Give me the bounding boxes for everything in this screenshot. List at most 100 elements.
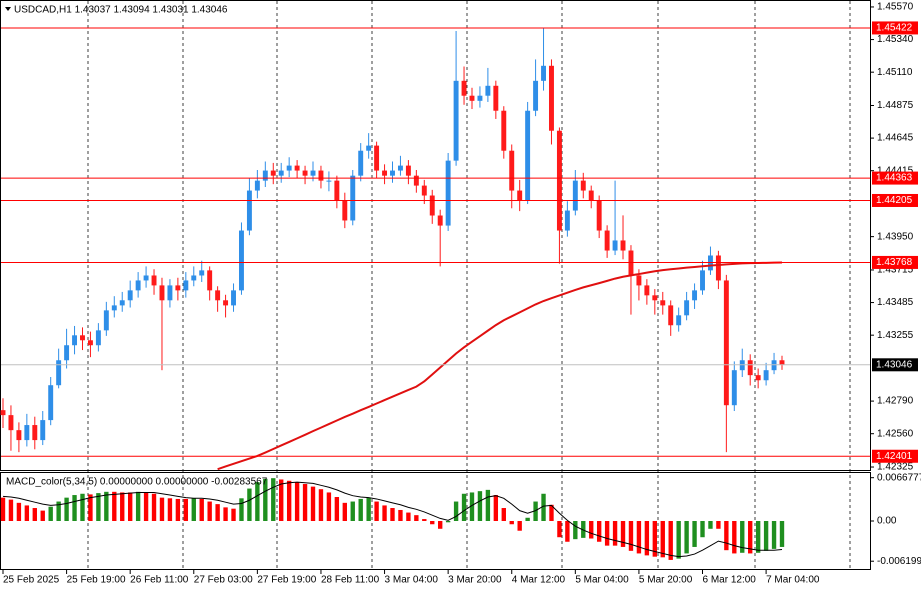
macd-bar	[151, 493, 157, 521]
macd-bar	[684, 521, 689, 554]
candle-body	[262, 170, 268, 181]
macd-bar	[533, 501, 538, 521]
candle-body	[215, 290, 221, 301]
menu-arrow[interactable]	[5, 7, 11, 11]
macd-bar	[406, 512, 411, 521]
candle-body	[541, 65, 546, 81]
candle-body	[700, 270, 705, 291]
macd-bar	[509, 521, 514, 525]
y-tick-label: 1.43485	[877, 297, 914, 308]
candle-body	[731, 370, 737, 406]
macd-bar	[358, 498, 363, 521]
macd-bar	[557, 521, 562, 538]
x-tick-label: 27 Feb 19:00	[257, 575, 316, 586]
macd-bar	[223, 507, 228, 521]
candle-body	[127, 290, 133, 301]
candle-body	[270, 170, 276, 176]
candle-body	[644, 285, 650, 296]
candle-body	[239, 230, 244, 291]
y-tick-label: 1.42560	[877, 428, 914, 439]
levels: 1.45422 1.44363 1.44205 1.43768 1.42401 1.430…	[1, 21, 918, 463]
candle-body	[604, 230, 610, 251]
macd-bar	[501, 508, 506, 521]
candle-body	[763, 370, 769, 381]
x-axis: 25 Feb 2025 25 Feb 19:00 26 Feb 11:00 27 Fe…	[2, 570, 820, 586]
macd-bar	[525, 517, 530, 521]
y-tick-label: 1.43255	[877, 330, 914, 341]
macd-bar	[104, 491, 109, 521]
candle-body	[16, 430, 22, 441]
macd-bar	[517, 521, 522, 531]
y-tick-label: 0.00	[877, 516, 897, 527]
macd-bar	[199, 498, 204, 521]
candle-body	[64, 345, 70, 361]
candle-body	[501, 110, 507, 151]
macd-bar	[581, 521, 586, 538]
macd-bar	[16, 502, 22, 521]
macd-bar	[326, 492, 332, 521]
macd-bar	[644, 521, 650, 556]
candle-body	[509, 150, 515, 191]
macd-bar	[302, 484, 308, 521]
macd-bar	[414, 515, 419, 521]
y-tick-label: 1.43715	[877, 265, 914, 276]
macd-bar	[279, 479, 284, 521]
macd-bar	[485, 489, 491, 521]
candle-body	[779, 360, 785, 365]
candle-body	[151, 275, 157, 286]
macd-bar	[231, 508, 236, 521]
candle-body	[40, 420, 46, 441]
candle-body	[334, 180, 340, 201]
candle-body	[358, 150, 364, 176]
macd-bar	[88, 494, 93, 521]
macd-bar	[612, 521, 618, 546]
candle-body	[231, 290, 236, 306]
macd-bar	[596, 521, 602, 542]
macd-bar	[382, 505, 387, 521]
macd-bar	[549, 504, 554, 521]
macd-bar	[56, 501, 61, 521]
candle-body	[366, 145, 372, 151]
candle-body	[580, 180, 586, 191]
macd-bar	[692, 521, 697, 547]
level-box	[872, 449, 918, 463]
candle-body	[533, 80, 539, 111]
macd-bar	[167, 498, 173, 521]
macd-bar	[366, 497, 371, 521]
candle-body	[302, 170, 308, 176]
candle-body	[246, 190, 252, 231]
macd-bar	[700, 521, 705, 538]
y-tick-label: 1.42325	[877, 462, 914, 473]
candle-body	[723, 280, 729, 406]
x-tick-label: 7 Mar 04:00	[766, 575, 820, 586]
candle-body	[310, 170, 316, 176]
candle-body	[485, 85, 491, 96]
x-tick-label: 25 Feb 19:00	[67, 575, 126, 586]
candle-body	[8, 415, 14, 431]
candle-body	[612, 240, 618, 251]
candle-body	[72, 335, 78, 346]
x-tick-label: 5 Mar 04:00	[575, 575, 629, 586]
macd-bar	[286, 480, 292, 521]
macd-bar	[477, 491, 483, 521]
candle-body	[676, 315, 682, 326]
y-tick-label: 1.43950	[877, 231, 914, 242]
candle-body	[103, 310, 109, 331]
macd-bar	[438, 521, 443, 529]
level-box	[872, 21, 918, 35]
macd-bar	[143, 492, 149, 521]
candle-body	[390, 170, 395, 176]
macd-bar	[740, 521, 745, 553]
candle-body	[525, 110, 531, 201]
candle-body	[477, 95, 483, 101]
candle-body	[461, 80, 467, 96]
macd-bar	[668, 521, 673, 560]
candle-body	[191, 275, 197, 281]
x-tick-label: 4 Mar 12:00	[512, 575, 566, 586]
macd-bar	[374, 501, 379, 521]
candle-body	[636, 275, 642, 286]
macd-bar	[676, 521, 681, 559]
candle-body	[24, 425, 30, 441]
last-price-box	[872, 358, 918, 372]
